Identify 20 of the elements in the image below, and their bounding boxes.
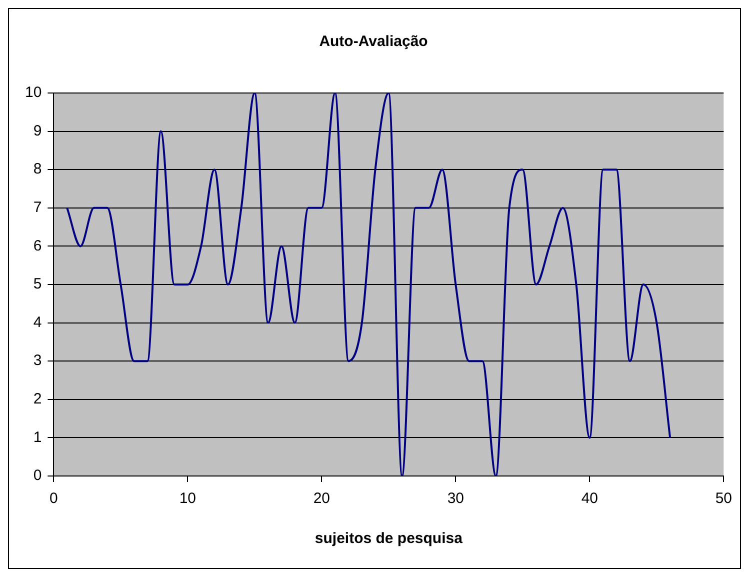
- line-series: [66, 93, 672, 476]
- y-tick-label: 10: [24, 84, 42, 102]
- x-tick-label: 40: [581, 490, 598, 508]
- x-tick-label: 30: [447, 490, 464, 508]
- x-tick-label: 10: [179, 490, 196, 508]
- chart-title: Auto-Avaliação: [319, 33, 428, 50]
- x-tick-label: 0: [50, 490, 58, 508]
- y-tick-label: 1: [33, 428, 42, 446]
- y-tick-label: 0: [33, 467, 42, 484]
- y-tick-label: 7: [33, 199, 42, 216]
- y-tick-label: 3: [33, 352, 42, 370]
- x-tick-label: 20: [313, 490, 330, 508]
- y-tick-label: 2: [33, 390, 42, 408]
- y-tick-label: 5: [33, 276, 42, 293]
- y-tick-label: 8: [33, 160, 42, 178]
- y-tick-label: 6: [33, 237, 42, 254]
- y-tick-label: 4: [33, 314, 42, 331]
- y-tick-label: 9: [33, 122, 42, 140]
- x-tick-label: 50: [715, 490, 732, 508]
- x-axis-title: sujeitos de pesquisa: [314, 530, 464, 548]
